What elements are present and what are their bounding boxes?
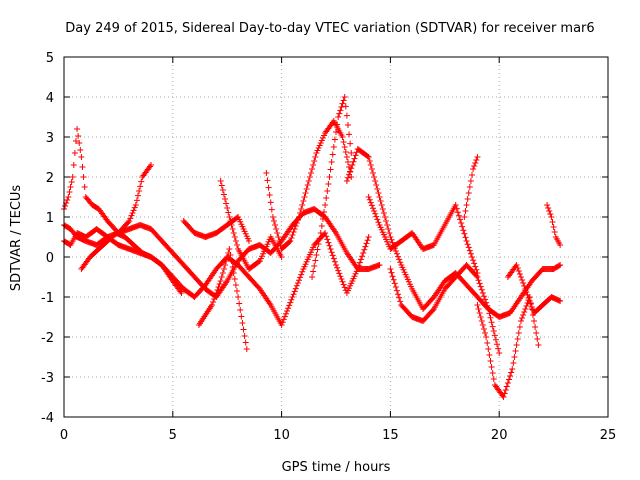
y-tick-label: 4 bbox=[46, 91, 54, 106]
series-arc-6 bbox=[195, 246, 250, 352]
data-point-markers bbox=[387, 262, 503, 356]
y-tick-label: 0 bbox=[46, 251, 54, 266]
plot-frame bbox=[63, 56, 609, 418]
data-point-markers bbox=[461, 154, 481, 220]
data-point-markers bbox=[195, 246, 250, 352]
series-arc-15 bbox=[504, 262, 564, 316]
y-tick-label: -4 bbox=[41, 411, 54, 426]
chart-title: Day 249 of 2015, Sidereal Day-to-day VTE… bbox=[65, 21, 594, 36]
y-axis-label: SDTVAR / TECUs bbox=[9, 185, 24, 292]
data-point-markers bbox=[263, 118, 355, 252]
data-point-markers bbox=[309, 94, 355, 280]
y-tick-label: -2 bbox=[41, 331, 54, 346]
y-tick-label: -3 bbox=[41, 371, 54, 386]
x-tick-label: 10 bbox=[273, 428, 290, 443]
y-tick-label: 1 bbox=[46, 211, 54, 226]
y-tick-label: 3 bbox=[46, 131, 54, 146]
x-tick-label: 15 bbox=[382, 428, 399, 443]
data-points bbox=[61, 94, 564, 400]
series-arc-1 bbox=[61, 206, 383, 300]
axis-ticks: -4 -3 -2 -1 0 1 2 3 4 5 0 5 10 15 20 25 bbox=[41, 51, 616, 443]
series-arc-8 bbox=[263, 118, 355, 252]
series-arc-10 bbox=[343, 146, 564, 320]
data-point-markers bbox=[343, 146, 564, 320]
series-arc-16 bbox=[544, 202, 564, 248]
series-arc-11 bbox=[365, 194, 481, 276]
y-tick-label: -1 bbox=[41, 291, 54, 306]
y-tick-label: 2 bbox=[46, 171, 54, 186]
data-point-markers bbox=[365, 194, 481, 276]
x-tick-label: 25 bbox=[600, 428, 617, 443]
series-arc-13 bbox=[461, 154, 481, 220]
data-point-markers bbox=[217, 178, 285, 272]
data-point-markers bbox=[544, 202, 564, 248]
data-point-markers bbox=[61, 206, 383, 300]
series-arc-4 bbox=[78, 230, 185, 296]
data-point-markers bbox=[504, 262, 564, 316]
data-point-markers bbox=[61, 126, 155, 236]
series-arc-9 bbox=[309, 94, 355, 280]
x-tick-label: 5 bbox=[169, 428, 177, 443]
data-point-markers bbox=[78, 230, 185, 296]
x-tick-label: 0 bbox=[60, 428, 68, 443]
x-axis-label: GPS time / hours bbox=[282, 460, 391, 475]
series-arc-12 bbox=[387, 262, 503, 356]
series-arc-5 bbox=[180, 214, 252, 244]
series-arc-7 bbox=[217, 178, 285, 272]
y-tick-label: 5 bbox=[46, 51, 54, 66]
x-tick-label: 20 bbox=[491, 428, 508, 443]
series-arc-3 bbox=[61, 126, 155, 236]
data-point-markers bbox=[180, 214, 252, 244]
